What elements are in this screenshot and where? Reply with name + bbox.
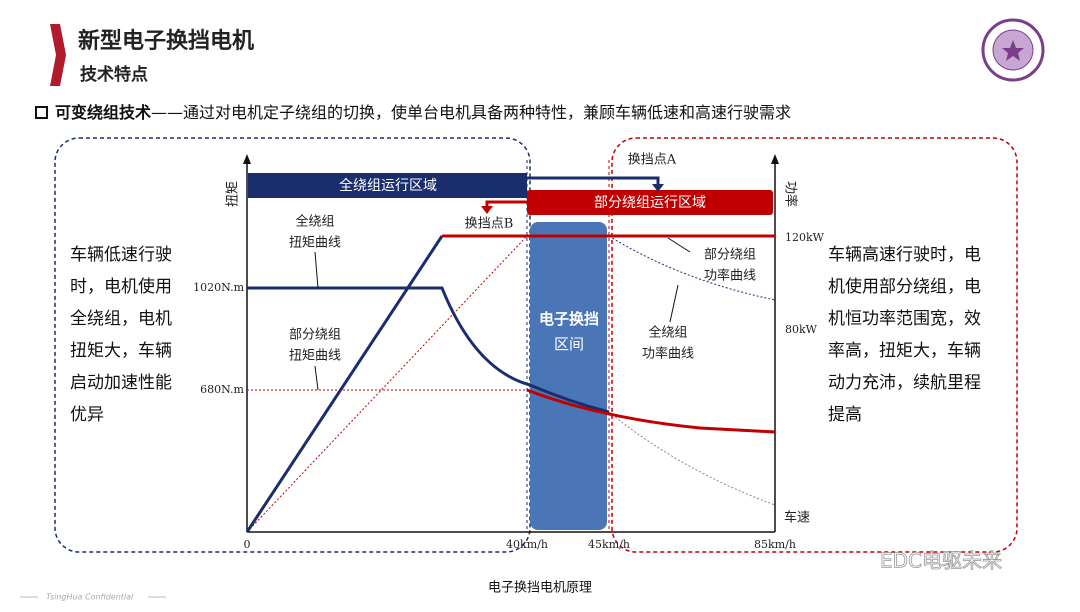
curve-label: 部分绕组 xyxy=(704,248,756,263)
full-region-label: 全绕组运行区域 xyxy=(339,177,437,194)
shift-zone xyxy=(530,222,607,530)
y2-label: 功率 xyxy=(783,181,799,207)
curve-label: 全绕组 xyxy=(295,214,334,230)
note-line: 车辆低速行驶 xyxy=(70,245,172,265)
shift-b-label: 换挡点B xyxy=(465,217,514,232)
note-line: 率高，扭矩大，车辆 xyxy=(828,341,981,361)
partial-torque-curve xyxy=(526,388,776,434)
curve-label: 功率曲线 xyxy=(704,268,756,284)
curve-label: 部分绕组 xyxy=(289,328,341,343)
full-torque-tail xyxy=(608,411,776,506)
partial-region-bar xyxy=(527,190,773,215)
leader xyxy=(314,251,319,289)
x-tick-label: 0 xyxy=(244,538,251,551)
full-region-bar xyxy=(248,173,527,198)
leader xyxy=(667,237,691,253)
note-line: 时，电机使用 xyxy=(70,276,172,297)
note-line: 车辆高速行驶时，电 xyxy=(828,245,981,265)
arrow xyxy=(243,154,251,164)
partial-power-ramp xyxy=(246,235,528,533)
logo xyxy=(981,18,1045,82)
y2-tick-label: 120kW xyxy=(785,231,825,244)
note-line: 启动加速性能 xyxy=(70,373,172,393)
note-line: 扭矩大，车辆 xyxy=(70,341,172,361)
shift-b-arrow xyxy=(485,200,527,208)
intro-text: ——通过对电机定子绕组的切换，使单台电机具备两种特性，兼顾车辆低速和高速行驶需求 xyxy=(151,103,791,122)
shift-zone-label: 区间 xyxy=(554,335,584,353)
shift-a-label: 换挡点A xyxy=(628,153,677,168)
arrow xyxy=(771,154,779,164)
note-line: 优异 xyxy=(70,405,104,425)
shift-a-arrow xyxy=(527,176,660,186)
note-line: 动力充沛，续航里程 xyxy=(828,373,981,393)
y-tick-label: 1020N.m xyxy=(193,281,244,294)
y-label: 扭矩 xyxy=(226,181,241,207)
bullet-box xyxy=(35,106,48,119)
x-tick-label: 45km/h xyxy=(588,538,630,551)
full-power-ramp xyxy=(245,235,444,533)
caption: 电子换挡电机原理 xyxy=(488,581,592,596)
note-line: 提高 xyxy=(828,405,862,425)
curve-label: 全绕组 xyxy=(648,325,687,341)
leader xyxy=(314,365,319,391)
chevron xyxy=(50,24,66,86)
note-line: 全绕组，电机 xyxy=(70,309,172,329)
shift-zone-label: 电子换挡 xyxy=(539,310,599,328)
curve-label: 扭矩曲线 xyxy=(289,349,341,364)
subtitle: 技术特点 xyxy=(80,64,148,85)
x-tick-label: 85km/h xyxy=(754,538,796,551)
title: 新型电子换挡电机 xyxy=(78,28,254,54)
x-label: 车速 xyxy=(784,510,810,526)
curve-label: 扭矩曲线 xyxy=(289,236,341,251)
right-frame xyxy=(611,137,1018,553)
footer: TsingHua Confidential xyxy=(46,593,134,602)
full-torque-curve xyxy=(247,286,610,414)
intro: 可变绕组技术——通过对电机定子绕组的切换，使单台电机具备两种特性，兼顾车辆低速和… xyxy=(55,103,791,122)
y-tick-label: 680N.m xyxy=(200,383,244,396)
right-note: 车辆高速行驶时，电机使用部分绕组，电机恒功率范围宽，效率高，扭矩大，车辆动力充沛… xyxy=(828,245,981,425)
note-line: 机使用部分绕组，电 xyxy=(828,276,981,297)
arrowhead xyxy=(652,184,664,192)
intro-term: 可变绕组技术 xyxy=(55,103,151,122)
note-line: 机恒功率范围宽，效 xyxy=(828,309,981,329)
leader xyxy=(669,284,679,323)
full-power-curve xyxy=(608,235,776,301)
watermark: EDC电驱未来 xyxy=(880,549,1002,573)
partial-region-label: 部分绕组运行区域 xyxy=(594,195,706,211)
curve-label: 功率曲线 xyxy=(642,346,694,362)
arrowhead xyxy=(481,206,493,214)
y2-tick-label: 80kW xyxy=(785,323,818,336)
x-tick-label: 40km/h xyxy=(506,538,548,551)
logo-star xyxy=(1002,40,1024,61)
